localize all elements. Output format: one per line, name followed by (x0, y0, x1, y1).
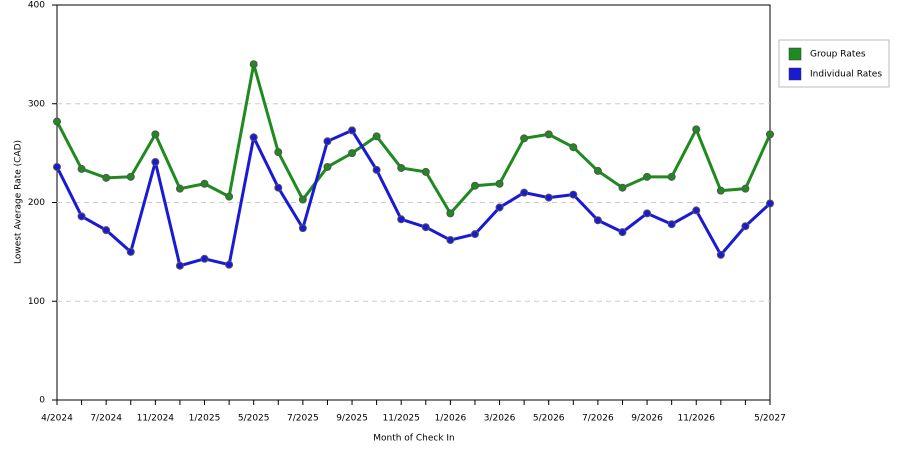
data-point (421, 223, 430, 232)
data-point (470, 181, 479, 190)
data-point (667, 220, 676, 229)
data-point (348, 126, 357, 135)
data-point (225, 192, 234, 201)
x-tick-label: 1/2026 (435, 414, 467, 424)
data-point (323, 162, 332, 171)
data-point (520, 134, 529, 143)
y-tick-label: 0 (39, 396, 45, 406)
data-point (77, 212, 86, 221)
data-point (692, 125, 701, 134)
data-point (495, 203, 504, 212)
x-tick-label: 9/2026 (631, 414, 663, 424)
data-point (348, 149, 357, 158)
data-point (692, 206, 701, 215)
data-point (77, 164, 86, 173)
data-point (593, 216, 602, 225)
data-point (175, 184, 184, 193)
data-point (126, 247, 135, 256)
data-point (200, 254, 209, 263)
data-point (53, 162, 61, 171)
data-point (618, 228, 627, 237)
data-point (274, 148, 283, 157)
legend-swatch (788, 67, 802, 81)
data-point (249, 60, 258, 69)
data-point (298, 195, 307, 204)
data-point (593, 166, 602, 175)
x-axis-label: Month of Check In (373, 434, 455, 444)
x-tick-label: 11/2024 (137, 414, 175, 424)
data-point (53, 117, 61, 126)
data-point (397, 215, 406, 224)
data-point (298, 224, 307, 233)
data-point (151, 158, 160, 167)
data-point (667, 172, 676, 181)
data-point (372, 132, 381, 141)
data-point (544, 193, 553, 202)
data-point (643, 172, 652, 181)
x-tick-label: 5/2027 (754, 414, 786, 424)
data-point (421, 167, 430, 176)
x-tick-label: 5/2026 (533, 414, 565, 424)
data-point (397, 163, 406, 172)
data-point (495, 179, 504, 188)
data-point (766, 199, 774, 208)
series-line (55, 128, 772, 268)
x-tick-label: 7/2024 (90, 414, 122, 424)
data-point (249, 133, 258, 142)
data-point (225, 260, 234, 269)
y-tick-label: 300 (28, 99, 45, 109)
x-tick-label: 11/2025 (383, 414, 420, 424)
data-point (716, 186, 725, 195)
x-tick-label: 5/2025 (238, 414, 270, 424)
x-tick-label: 7/2026 (582, 414, 614, 424)
y-axis-label: Lowest Average Rate (CAD) (14, 140, 24, 264)
data-point (126, 172, 135, 181)
data-point (446, 209, 455, 218)
data-point (569, 190, 578, 199)
x-tick-label: 7/2025 (287, 414, 319, 424)
x-tick-label: 11/2026 (678, 414, 716, 424)
data-point (643, 209, 652, 218)
series-line (55, 63, 772, 216)
data-point (102, 226, 111, 235)
x-tick-label: 1/2025 (189, 414, 221, 424)
data-point (470, 230, 479, 239)
data-point (274, 183, 283, 192)
data-point (716, 250, 725, 259)
y-tick-label: 200 (28, 198, 45, 208)
x-tick-label: 9/2025 (336, 414, 368, 424)
data-point (741, 184, 750, 193)
legend-label: Individual Rates (810, 70, 882, 80)
data-point (151, 130, 160, 139)
data-point (200, 179, 209, 188)
data-point (175, 261, 184, 270)
data-point (544, 130, 553, 139)
data-point (618, 183, 627, 192)
data-point (766, 130, 774, 139)
data-point (372, 165, 381, 174)
x-tick-label: 3/2026 (484, 414, 516, 424)
data-point (741, 222, 750, 231)
data-point (569, 143, 578, 152)
legend-label: Group Rates (810, 50, 866, 60)
y-tick-label: 100 (28, 297, 45, 307)
data-point (520, 188, 529, 197)
data-point (446, 236, 455, 245)
data-point (323, 137, 332, 146)
x-tick-label: 4/2024 (41, 414, 73, 424)
y-tick-label: 400 (28, 1, 45, 11)
data-point (102, 173, 111, 182)
legend-swatch (788, 47, 802, 61)
